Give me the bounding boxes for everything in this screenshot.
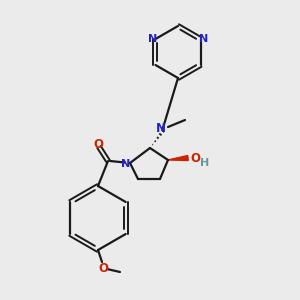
Text: N: N: [199, 34, 208, 44]
Text: N: N: [148, 34, 157, 44]
Text: O: O: [190, 152, 200, 164]
Polygon shape: [168, 155, 188, 160]
Text: O: O: [98, 262, 108, 275]
Text: N: N: [156, 122, 166, 134]
Text: O: O: [93, 139, 103, 152]
Text: H: H: [200, 158, 210, 168]
Text: N: N: [122, 159, 130, 169]
